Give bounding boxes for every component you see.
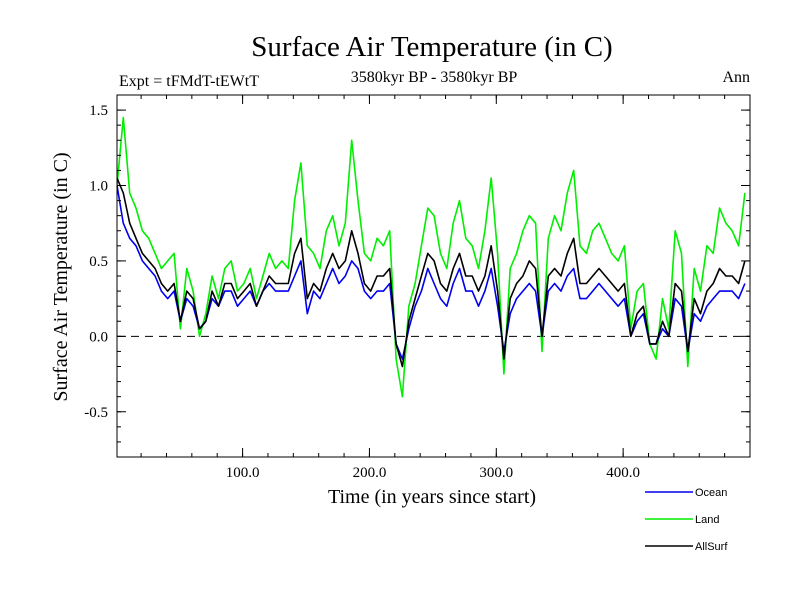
y-tick-label: 1.0 <box>89 179 108 195</box>
y-tick-label: -0.5 <box>84 405 108 421</box>
y-tick-label: 1.5 <box>89 103 108 119</box>
legend-label-land: Land <box>695 514 719 526</box>
experiment-label: Expt = tFMdT-tEWtT <box>119 73 259 90</box>
legend: Ocean Land AllSurf <box>645 487 728 553</box>
x-tick-label: 100.0 <box>226 465 260 481</box>
series-land-line <box>117 116 746 398</box>
series-ocean-line <box>117 185 746 360</box>
legend-label-ocean: Ocean <box>695 487 727 499</box>
series-allsurf-line <box>117 177 746 368</box>
legend-label-allsurf: AllSurf <box>695 541 728 553</box>
y-tick-label: 0.5 <box>89 254 108 270</box>
chart-title: Surface Air Temperature (in C) <box>251 31 612 63</box>
season-label: Ann <box>722 69 750 86</box>
x-tick-label: 200.0 <box>353 465 387 481</box>
y-tick-label: 0.0 <box>89 329 108 345</box>
period-label: 3580kyr BP - 3580kyr BP <box>351 69 518 86</box>
x-tick-label: 300.0 <box>479 465 513 481</box>
plot-area: -0.5 0.0 0.5 1.0 1.5 100.0 200.0 300.0 400.0 <box>84 94 751 481</box>
x-tick-label: 400.0 <box>606 465 640 481</box>
x-axis-label: Time (in years since start) <box>328 486 536 508</box>
y-axis-label: Surface Air Temperature (in C) <box>50 152 72 401</box>
